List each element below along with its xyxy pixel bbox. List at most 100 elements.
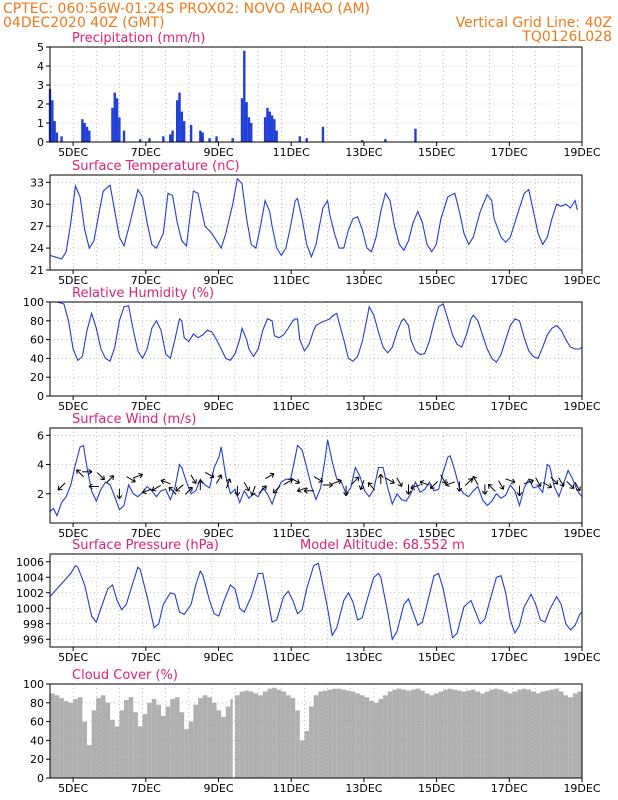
wind-arrow <box>190 474 197 484</box>
wind-arrow-head <box>225 478 232 484</box>
y-tick-label: 6 <box>37 429 44 442</box>
cloud-bar <box>96 698 101 778</box>
cloud-bar <box>494 688 499 778</box>
panel-frame <box>49 683 583 779</box>
x-tick-label: 5DEC <box>58 400 88 413</box>
x-tick-label: 9DEC <box>203 527 233 540</box>
wind-arrow-head <box>441 479 447 484</box>
wind-arrow <box>498 480 505 490</box>
x-tick-label: 19DEC <box>563 400 600 413</box>
cloud-bar <box>577 691 582 778</box>
wind-arrow <box>331 478 342 485</box>
wind-arrow-head <box>57 485 63 491</box>
wind-arrow-shaft <box>190 474 197 484</box>
panel-title: Precipitation (mm/h) <box>72 31 205 46</box>
wind-arrow-head <box>188 486 193 492</box>
wind-arrow-shaft <box>523 479 534 485</box>
cloud-bar <box>521 688 527 778</box>
precip-bar <box>215 136 218 142</box>
header-model-code: TQ0126L028 <box>521 29 612 45</box>
wind-arrow-head <box>244 486 251 492</box>
wind-arrow-head <box>569 484 575 490</box>
wind-arrow-head <box>467 478 473 483</box>
panels: Precipitation (mm/h) 0 1 2 3 4 5 5DEC 7DEC 9DEC 11… <box>16 31 601 795</box>
y-tick-label: 24 <box>30 242 44 255</box>
wind-arrow-head <box>234 492 241 497</box>
cloud-bar <box>174 697 180 778</box>
wind-arrow-head <box>337 478 342 485</box>
cloud-bar <box>470 689 476 778</box>
wind-arrow-head <box>536 482 542 487</box>
x-tick-label: 13DEC <box>345 527 382 540</box>
panel-frame <box>49 174 583 271</box>
wind-arrow <box>234 485 241 497</box>
cloud-bar <box>170 699 175 778</box>
y-tick-label: 0 <box>37 772 44 785</box>
precip-bar <box>268 111 271 142</box>
wind-arrow-shaft <box>251 485 256 496</box>
wind-arrow <box>82 468 93 475</box>
y-tick-label: 20 <box>30 371 44 384</box>
y-tick-label: 33 <box>30 176 44 189</box>
wind-arrow-head <box>209 473 215 479</box>
wind-arrow-shaft <box>160 479 171 485</box>
wind-arrow-shaft <box>184 486 193 495</box>
x-tick-label: 19DEC <box>563 651 600 664</box>
cloud-bar <box>188 721 194 778</box>
wind-arrow-shaft <box>360 480 365 490</box>
precip-bar <box>55 132 59 142</box>
wind-arrow-shaft <box>550 476 559 485</box>
wind-arrow <box>343 485 350 497</box>
cloud-bar <box>346 690 351 778</box>
precip-bar <box>182 121 186 142</box>
wind-arrow-shaft <box>151 484 161 491</box>
x-tick-label: 7DEC <box>131 527 161 540</box>
panel-title: Surface Wind (m/s) <box>72 412 196 427</box>
x-tick-label: 17DEC <box>491 527 528 540</box>
precip-bar <box>148 138 151 142</box>
precip-bar <box>384 139 387 142</box>
header-grid-line: Vertical Grid Line: 40Z <box>456 15 612 31</box>
cloud-bar <box>369 700 374 778</box>
panel-title: Cloud Cover (%) <box>72 668 178 683</box>
precip-bar <box>305 138 308 142</box>
wind-arrow-head <box>151 486 157 492</box>
panel-wind: Surface Wind (m/s) 2 4 6 5DEC 7DEC 9DEC 11DEC 13… <box>37 412 601 540</box>
wind-arrow-shaft <box>215 474 222 484</box>
wind-arrow-shaft <box>168 486 177 495</box>
wind-arrow <box>351 476 360 485</box>
precip-bar <box>414 128 417 142</box>
wind-arrow-head <box>354 476 360 482</box>
y-tick-label: 2 <box>37 98 44 111</box>
wind-arrow <box>542 482 553 489</box>
wind-arrow-head <box>318 477 324 483</box>
cloud-bar <box>410 689 416 778</box>
cloud-bar <box>165 706 171 778</box>
wind-arrow-shaft <box>419 481 430 486</box>
cloud-bar <box>309 706 314 778</box>
cloud-bar <box>59 698 64 778</box>
cloud-bar <box>443 689 448 778</box>
x-tick-label: 13DEC <box>345 146 382 159</box>
wind-arrow-head <box>390 478 395 485</box>
wind-arrow-head <box>116 495 123 500</box>
x-tick-label: 19DEC <box>563 146 600 159</box>
wind-arrow-shaft <box>566 481 575 489</box>
wind-arrow-shaft <box>430 481 438 489</box>
wind-arrow <box>175 484 184 492</box>
wind-arrow-head <box>328 482 333 488</box>
wind-arrow-head <box>191 479 197 484</box>
wind-arrow <box>574 481 581 492</box>
cloud-bar <box>110 719 115 778</box>
panel-title-extra: Model Altitude: 68.552 m <box>300 538 465 553</box>
precip-bar <box>275 130 278 142</box>
cloud-bar <box>258 695 263 778</box>
cloud-bar <box>304 731 310 778</box>
y-tick-label: 1004 <box>16 571 44 584</box>
x-tick-label: 11DEC <box>273 274 310 287</box>
wind-arrow-head <box>109 475 115 480</box>
wind-arrow <box>272 485 281 494</box>
precip-bar <box>273 119 276 142</box>
wind-arrow <box>126 476 136 483</box>
wind-arrow-head <box>377 473 384 478</box>
